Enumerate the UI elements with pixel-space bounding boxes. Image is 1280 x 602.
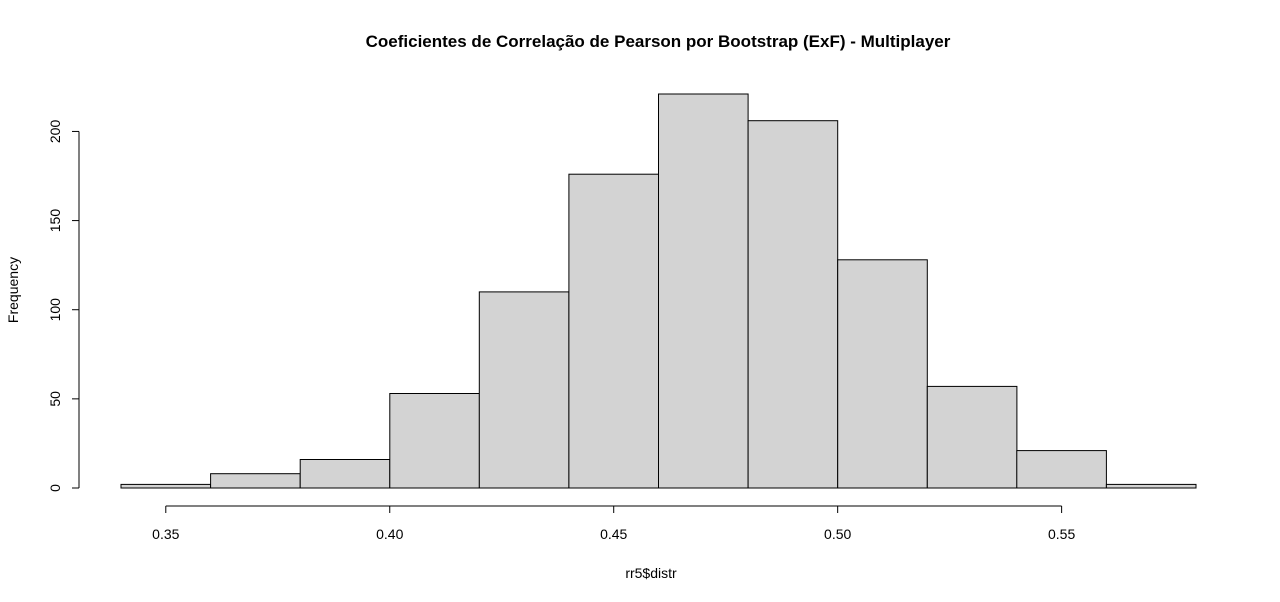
histogram-bar — [210, 473, 301, 489]
y-tick-label: 50 — [47, 391, 63, 407]
x-tick-label: 0.35 — [152, 526, 179, 542]
y-tick-label: 100 — [47, 298, 63, 322]
histogram-bar — [120, 483, 212, 489]
chart-title: Coeficientes de Correlação de Pearson po… — [366, 32, 951, 51]
y-axis: 0 50 100 150 200 — [47, 120, 80, 492]
y-axis-label: Frequency — [5, 257, 21, 323]
histogram-bar — [568, 173, 660, 489]
histogram-bar — [837, 259, 928, 489]
histogram-bar — [1105, 483, 1197, 489]
x-tick-label: 0.45 — [600, 526, 627, 542]
y-tick-label: 200 — [47, 120, 63, 144]
bars-group — [120, 93, 1197, 489]
histogram-bar — [747, 120, 839, 489]
histogram-bar — [389, 393, 480, 489]
x-tick-label: 0.40 — [376, 526, 403, 542]
histogram-bar — [478, 291, 570, 489]
x-tick-label: 0.50 — [824, 526, 851, 542]
x-tick-label: 0.55 — [1048, 526, 1075, 542]
histogram-bar — [926, 385, 1018, 489]
x-axis: 0.35 0.40 0.45 0.50 0.55 — [152, 505, 1075, 542]
x-axis-label: rr5$distr — [625, 565, 677, 581]
y-tick-label: 0 — [47, 484, 63, 492]
histogram-bar — [1016, 450, 1107, 489]
histogram-bar — [658, 93, 749, 489]
y-tick-label: 150 — [47, 209, 63, 233]
histogram-bar — [299, 459, 391, 489]
